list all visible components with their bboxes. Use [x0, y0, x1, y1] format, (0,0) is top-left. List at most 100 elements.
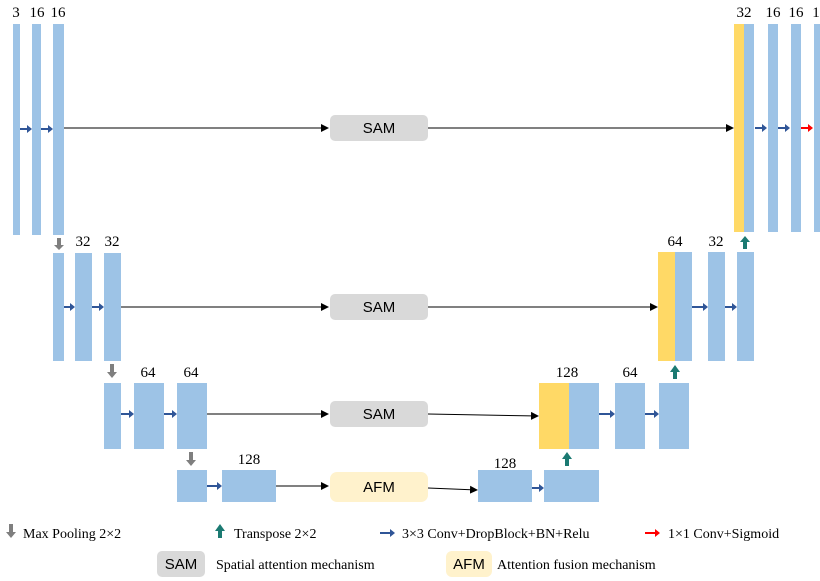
afm-box-label: AFM	[363, 479, 395, 496]
bottleneck-arrows: AFM	[207, 472, 544, 502]
sam-box-level2	[330, 294, 428, 320]
enc3-map-a	[104, 383, 121, 449]
level2-encoder: 32 32	[53, 234, 121, 361]
enc1-map-b	[53, 24, 64, 235]
legend-afm-swatch	[446, 551, 492, 577]
level3-decoder: 128 64	[539, 365, 689, 449]
sam-box-level1-label: SAM	[363, 120, 396, 137]
dec3-label-1: 64	[623, 365, 639, 381]
max-pool-arrow-icon	[107, 364, 117, 378]
legend-sam-abbr: SAM	[165, 556, 198, 573]
sam-box-level2-label: SAM	[363, 299, 396, 316]
bottleneck-map-b	[222, 470, 276, 502]
bottleneck-label-1: 128	[494, 456, 517, 472]
legend-conv-sigmoid: 1×1 Conv+Sigmoid	[668, 527, 779, 542]
enc1-label-0: 3	[12, 5, 20, 21]
enc1-map-input	[13, 24, 20, 235]
dec1-map-b	[791, 24, 801, 232]
level2-conv-arrows	[64, 303, 737, 311]
legend-afm-abbr: AFM	[453, 556, 485, 573]
conv-arrow-icon	[380, 529, 395, 537]
level3-skip-connection: SAM	[207, 401, 539, 427]
bottleneck-map-a	[177, 470, 207, 502]
level1-decoder: 32 16 16 1	[734, 5, 820, 232]
sam-box-level3-label: SAM	[363, 406, 396, 423]
enc2-map-c	[104, 253, 121, 361]
dec3-label-0: 128	[556, 365, 579, 381]
dec3-concat-yellow	[539, 383, 569, 449]
max-pool-arrow-icon	[54, 238, 64, 250]
enc3-label-1: 64	[184, 365, 200, 381]
dec2-map-a	[708, 252, 725, 361]
dec1-label-0: 32	[737, 5, 752, 21]
dec1-label-3: 1	[812, 5, 820, 21]
dec2-label-0: 64	[668, 234, 684, 250]
conv-arrow-icon	[645, 410, 659, 418]
dec3-concat-blue	[569, 383, 599, 449]
dec1-map-output	[814, 24, 820, 232]
legend-conv: 3×3 Conv+DropBlock+BN+Relu	[402, 527, 590, 542]
legend-max-pool: Max Pooling 2×2	[23, 527, 121, 542]
enc2-label-0: 32	[76, 234, 91, 250]
dec3-map-b	[659, 383, 689, 449]
dec2-concat-blue	[675, 252, 692, 361]
enc1-label-2: 16	[51, 5, 67, 21]
conv-arrow-icon	[20, 125, 32, 133]
conv-arrow-icon	[207, 482, 222, 490]
conv-arrow-icon	[755, 124, 767, 132]
bottleneck-map-c	[478, 470, 532, 502]
dec2-label-1: 32	[709, 234, 724, 250]
transpose-arrow-icon	[562, 452, 572, 466]
enc2-label-1: 32	[105, 234, 120, 250]
enc2-map-a	[53, 253, 64, 361]
conv-arrow-icon	[692, 303, 708, 311]
bottleneck-decoder: 128	[478, 456, 599, 502]
conv-arrow-icon	[599, 410, 615, 418]
dec2-concat-yellow	[658, 252, 675, 361]
dec3-map-a	[615, 383, 645, 449]
legend: Max Pooling 2×2 Transpose 2×2 3×3 Conv+D…	[6, 524, 779, 577]
dec1-label-1: 16	[766, 5, 782, 21]
transpose-arrow-icon	[740, 236, 750, 249]
dec1-concat-blue	[744, 24, 754, 232]
sigmoid-arrow-icon	[801, 124, 813, 132]
enc1-label-1: 16	[30, 5, 46, 21]
conv-arrow-icon	[92, 303, 104, 311]
sam-box-level1	[330, 115, 428, 141]
bottleneck-label-0: 128	[238, 452, 261, 468]
conv-arrow-icon	[41, 125, 53, 133]
conv-arrow-icon	[64, 303, 75, 311]
max-pool-arrow-icon	[186, 452, 196, 466]
enc3-map-c	[177, 383, 207, 449]
enc1-map-a	[32, 24, 41, 235]
enc3-label-0: 64	[141, 365, 157, 381]
conv-arrow-icon	[532, 484, 544, 492]
sam-box-level3	[330, 401, 428, 427]
level1-conv-arrows	[20, 124, 813, 133]
bottleneck-map-d	[544, 470, 599, 502]
bottleneck-encoder: 128	[177, 452, 276, 502]
level2-decoder: 64 32	[658, 234, 754, 361]
conv-arrow-icon	[164, 410, 177, 418]
level1-skip-connection: SAM	[64, 115, 734, 141]
dec1-concat-yellow	[734, 24, 744, 232]
legend-afm-desc: Attention fusion mechanism	[497, 558, 656, 573]
sigmoid-arrow-icon	[645, 529, 660, 537]
conv-arrow-icon	[121, 410, 134, 418]
dec2-map-b	[737, 252, 754, 361]
legend-transpose: Transpose 2×2	[234, 527, 316, 542]
enc3-map-b	[134, 383, 164, 449]
conv-arrow-icon	[778, 124, 790, 132]
level3-conv-arrows	[121, 410, 659, 418]
level1-encoder: 3 16 16	[12, 5, 66, 235]
legend-sam-desc: Spatial attention mechanism	[216, 558, 375, 573]
transpose-arrow-icon	[670, 365, 680, 379]
legend-sam-swatch	[157, 551, 205, 577]
dec1-map-a	[768, 24, 778, 232]
afm-box	[330, 472, 428, 502]
level2-skip-connection: SAM	[121, 294, 658, 320]
conv-arrow-icon	[725, 303, 737, 311]
transpose-arrow-icon	[215, 524, 225, 538]
dec1-label-2: 16	[789, 5, 805, 21]
